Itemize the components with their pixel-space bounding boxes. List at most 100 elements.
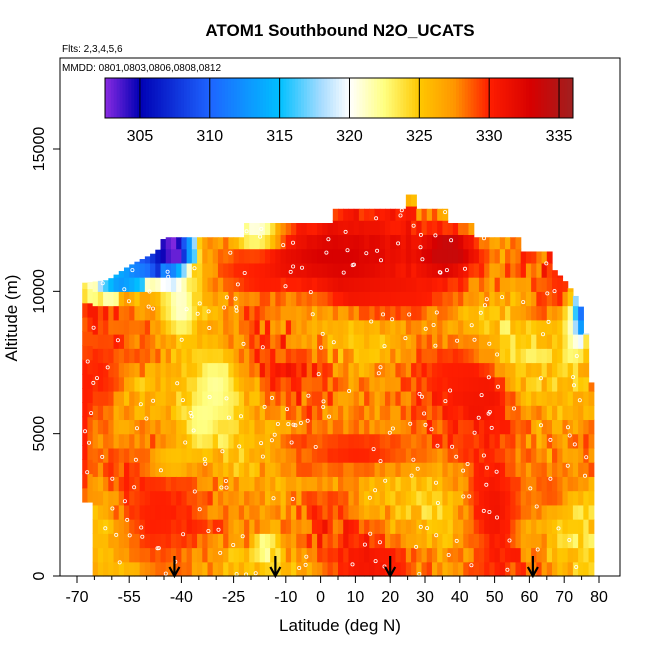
heatmap-cell [452, 561, 459, 577]
heatmap-cell [129, 462, 136, 477]
heatmap-cell [343, 547, 350, 563]
heatmap-cell [395, 334, 402, 349]
heatmap-cell [541, 251, 548, 264]
heatmap-cell [489, 376, 496, 392]
heatmap-cell [113, 362, 120, 378]
heatmap-cell [285, 234, 292, 250]
heatmap-cell [358, 490, 365, 506]
heatmap-cell [379, 234, 386, 250]
heatmap-cell [332, 447, 339, 463]
heatmap-cell [123, 277, 130, 292]
heatmap-cell [82, 445, 89, 460]
heatmap-cell [139, 319, 146, 335]
heatmap-cell [384, 419, 391, 435]
heatmap-cell [332, 476, 339, 492]
heatmap-cell [405, 447, 412, 463]
heatmap-cell [343, 561, 350, 577]
heatmap-cell [411, 504, 417, 520]
heatmap-cell [572, 319, 579, 335]
heatmap-cell [447, 519, 454, 534]
heatmap-cell [170, 291, 177, 307]
heatmap-cell [259, 348, 266, 364]
heatmap-cell [317, 419, 323, 435]
heatmap-cell [531, 519, 537, 534]
heatmap-cell [437, 305, 443, 321]
heatmap-cell [223, 305, 229, 321]
heatmap-cell [478, 433, 485, 449]
heatmap-cell [207, 291, 214, 307]
heatmap-cell [499, 433, 506, 449]
heatmap-cell [134, 433, 141, 449]
heatmap-cell [197, 490, 203, 506]
heatmap-cell [384, 277, 391, 292]
heatmap-cell [217, 248, 224, 264]
heatmap-cell [82, 288, 89, 304]
heatmap-cell [390, 208, 397, 221]
heatmap-cell [238, 547, 245, 563]
heatmap-cell [291, 547, 297, 563]
sample-point [320, 331, 325, 336]
profile-arrows [168, 556, 539, 579]
heatmap-cell [343, 462, 350, 477]
sample-point [218, 550, 223, 555]
heatmap-cell [155, 334, 162, 349]
sample-point [100, 281, 105, 286]
sample-point [422, 411, 427, 416]
heatmap-cell [160, 305, 167, 321]
heatmap-cell [317, 504, 323, 520]
heatmap-cell [390, 433, 397, 449]
heatmap-cell [332, 405, 339, 421]
heatmap-cell [588, 476, 595, 492]
heatmap-cell [431, 390, 438, 406]
heatmap-cell [280, 334, 287, 349]
sample-point [289, 440, 294, 445]
heatmap-cell [160, 319, 167, 335]
heatmap-cell [578, 319, 584, 335]
heatmap-cell [348, 447, 355, 463]
heatmap-cell [546, 447, 553, 463]
heatmap-cell [144, 376, 151, 392]
heatmap-cell [191, 305, 198, 321]
heatmap-cell [536, 419, 543, 435]
heatmap-cell [186, 348, 193, 364]
heatmap-cell [562, 305, 569, 321]
heatmap-cell [541, 433, 548, 449]
heatmap-cell [463, 533, 470, 549]
colorbar-segment [409, 78, 413, 118]
heatmap-cell [97, 547, 104, 563]
heatmap-cell [108, 278, 115, 292]
heatmap-cell [144, 462, 151, 477]
heatmap-cell [306, 362, 313, 378]
colorbar-segment [514, 78, 518, 118]
heatmap-cell [212, 433, 219, 449]
heatmap-cell [447, 305, 454, 321]
heatmap-cell [249, 519, 256, 534]
heatmap-cell [134, 405, 141, 421]
colorbar-segment [517, 78, 521, 118]
heatmap-cell [416, 490, 423, 506]
heatmap-cell [494, 376, 501, 392]
heatmap-cell [244, 223, 250, 235]
colorbar-segment [265, 78, 270, 118]
heatmap-cell [311, 348, 318, 364]
heatmap-cell [546, 462, 553, 477]
sample-points [83, 208, 589, 577]
heatmap-cell [144, 277, 151, 292]
heatmap-cell [170, 519, 177, 534]
heatmap-cell [379, 291, 386, 307]
colorbar-segment [166, 78, 170, 118]
heatmap-cell [285, 277, 292, 292]
heatmap-cell [155, 419, 162, 435]
heatmap-cell [254, 376, 261, 392]
heatmap-cell [489, 390, 496, 406]
heatmap-cell [118, 547, 125, 563]
heatmap-cell [395, 305, 402, 321]
heatmap-cell [588, 419, 595, 435]
heatmap-cell [134, 291, 141, 307]
heatmap-cell [296, 376, 303, 392]
heatmap-cell [244, 305, 250, 321]
heatmap-cell [254, 262, 261, 278]
heatmap-cell [384, 390, 391, 406]
heatmap-cell [431, 291, 438, 307]
heatmap-cell [103, 547, 109, 563]
